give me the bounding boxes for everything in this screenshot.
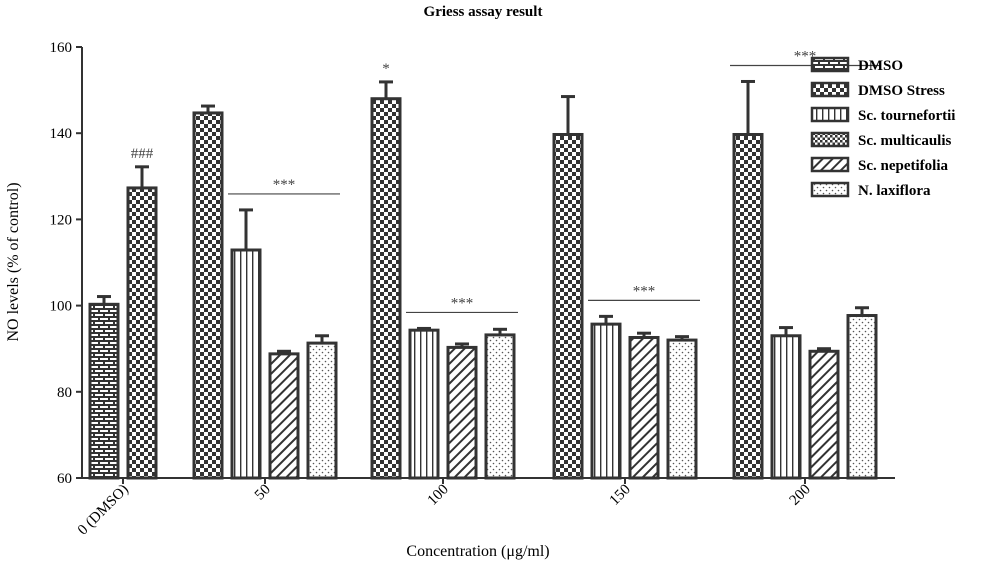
- legend-label: DMSO Stress: [858, 83, 945, 99]
- legend-swatch: [810, 181, 850, 198]
- bar: [846, 314, 878, 480]
- bar: [628, 335, 660, 480]
- bar: [88, 302, 120, 480]
- significance-label: ***: [451, 295, 474, 311]
- annotations: ###*************: [131, 48, 880, 314]
- bar: [370, 97, 402, 480]
- bar: [484, 333, 516, 480]
- legend-label: Sc. tournefortii: [858, 108, 955, 124]
- bar: [230, 248, 262, 480]
- chart-title: Griess assay result: [424, 4, 543, 20]
- y-tick-label: 120: [50, 212, 73, 228]
- bars: [88, 79, 878, 480]
- x-tick-label: 50: [252, 482, 274, 504]
- legend-swatch: [810, 106, 850, 123]
- legend-swatch: [810, 81, 850, 98]
- bar: [446, 345, 478, 480]
- x-tick-label: 150: [607, 482, 634, 509]
- y-tick-label: 160: [50, 40, 73, 56]
- significance-label: ***: [633, 283, 656, 299]
- bar: [808, 349, 840, 480]
- y-axis-label: NO levels (% of control): [5, 182, 22, 341]
- y-tick-label: 140: [50, 126, 73, 142]
- legend-label: Sc. nepetifolia: [858, 158, 948, 174]
- bar: [192, 111, 224, 480]
- significance-label: ***: [794, 48, 817, 64]
- bar: [126, 186, 158, 480]
- x-tick-label: 200: [787, 482, 814, 509]
- annotation-label: ###: [131, 146, 154, 162]
- bar: [552, 132, 584, 480]
- x-tick-label: 100: [425, 482, 452, 509]
- bar: [306, 341, 338, 480]
- bar: [408, 328, 440, 480]
- significance-label: ***: [273, 177, 296, 193]
- bar: [268, 352, 300, 480]
- legend: DMSO DMSO Stress Sc. tournefortii Sc. multi…: [810, 56, 955, 199]
- y-tick-label: 60: [57, 471, 72, 487]
- legend-swatch: [810, 131, 850, 148]
- y-tick-label: 80: [57, 385, 72, 401]
- bar: [732, 132, 764, 480]
- annotation-label: *: [382, 61, 390, 77]
- bar: [666, 338, 698, 480]
- x-axis-label: Concentration (μg/ml): [406, 543, 549, 560]
- bar: [590, 322, 622, 480]
- legend-label: DMSO: [858, 58, 903, 74]
- legend-label: Sc. multicaulis: [858, 133, 952, 149]
- legend-swatch: [810, 156, 850, 173]
- legend-swatch: [810, 56, 850, 73]
- x-tick-label: 0 (DMSO): [75, 482, 132, 539]
- bar: [770, 334, 802, 480]
- y-tick-label: 100: [50, 299, 73, 315]
- legend-label: N. laxiflora: [858, 183, 931, 199]
